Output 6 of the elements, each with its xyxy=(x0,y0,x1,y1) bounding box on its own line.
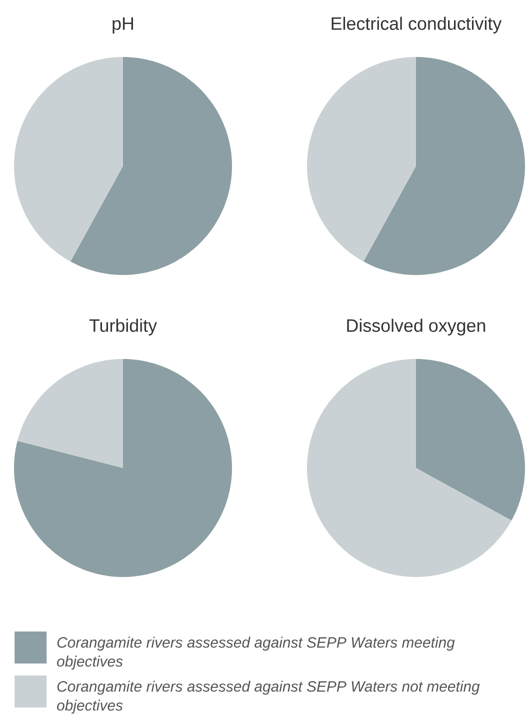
chart-title: pH xyxy=(112,17,133,34)
chart-title: Electrical conductivity xyxy=(332,16,502,34)
chart-title: Dissolved oxygen xyxy=(347,318,486,336)
legend-label: Corangamite rivers assessed against SEPP Waters meeting objectives xyxy=(57,636,455,670)
chart-title: Turbidity xyxy=(89,318,158,336)
legend-label: Corangamite rivers assessed against SEPP Waters not meeting objectives xyxy=(57,680,480,714)
